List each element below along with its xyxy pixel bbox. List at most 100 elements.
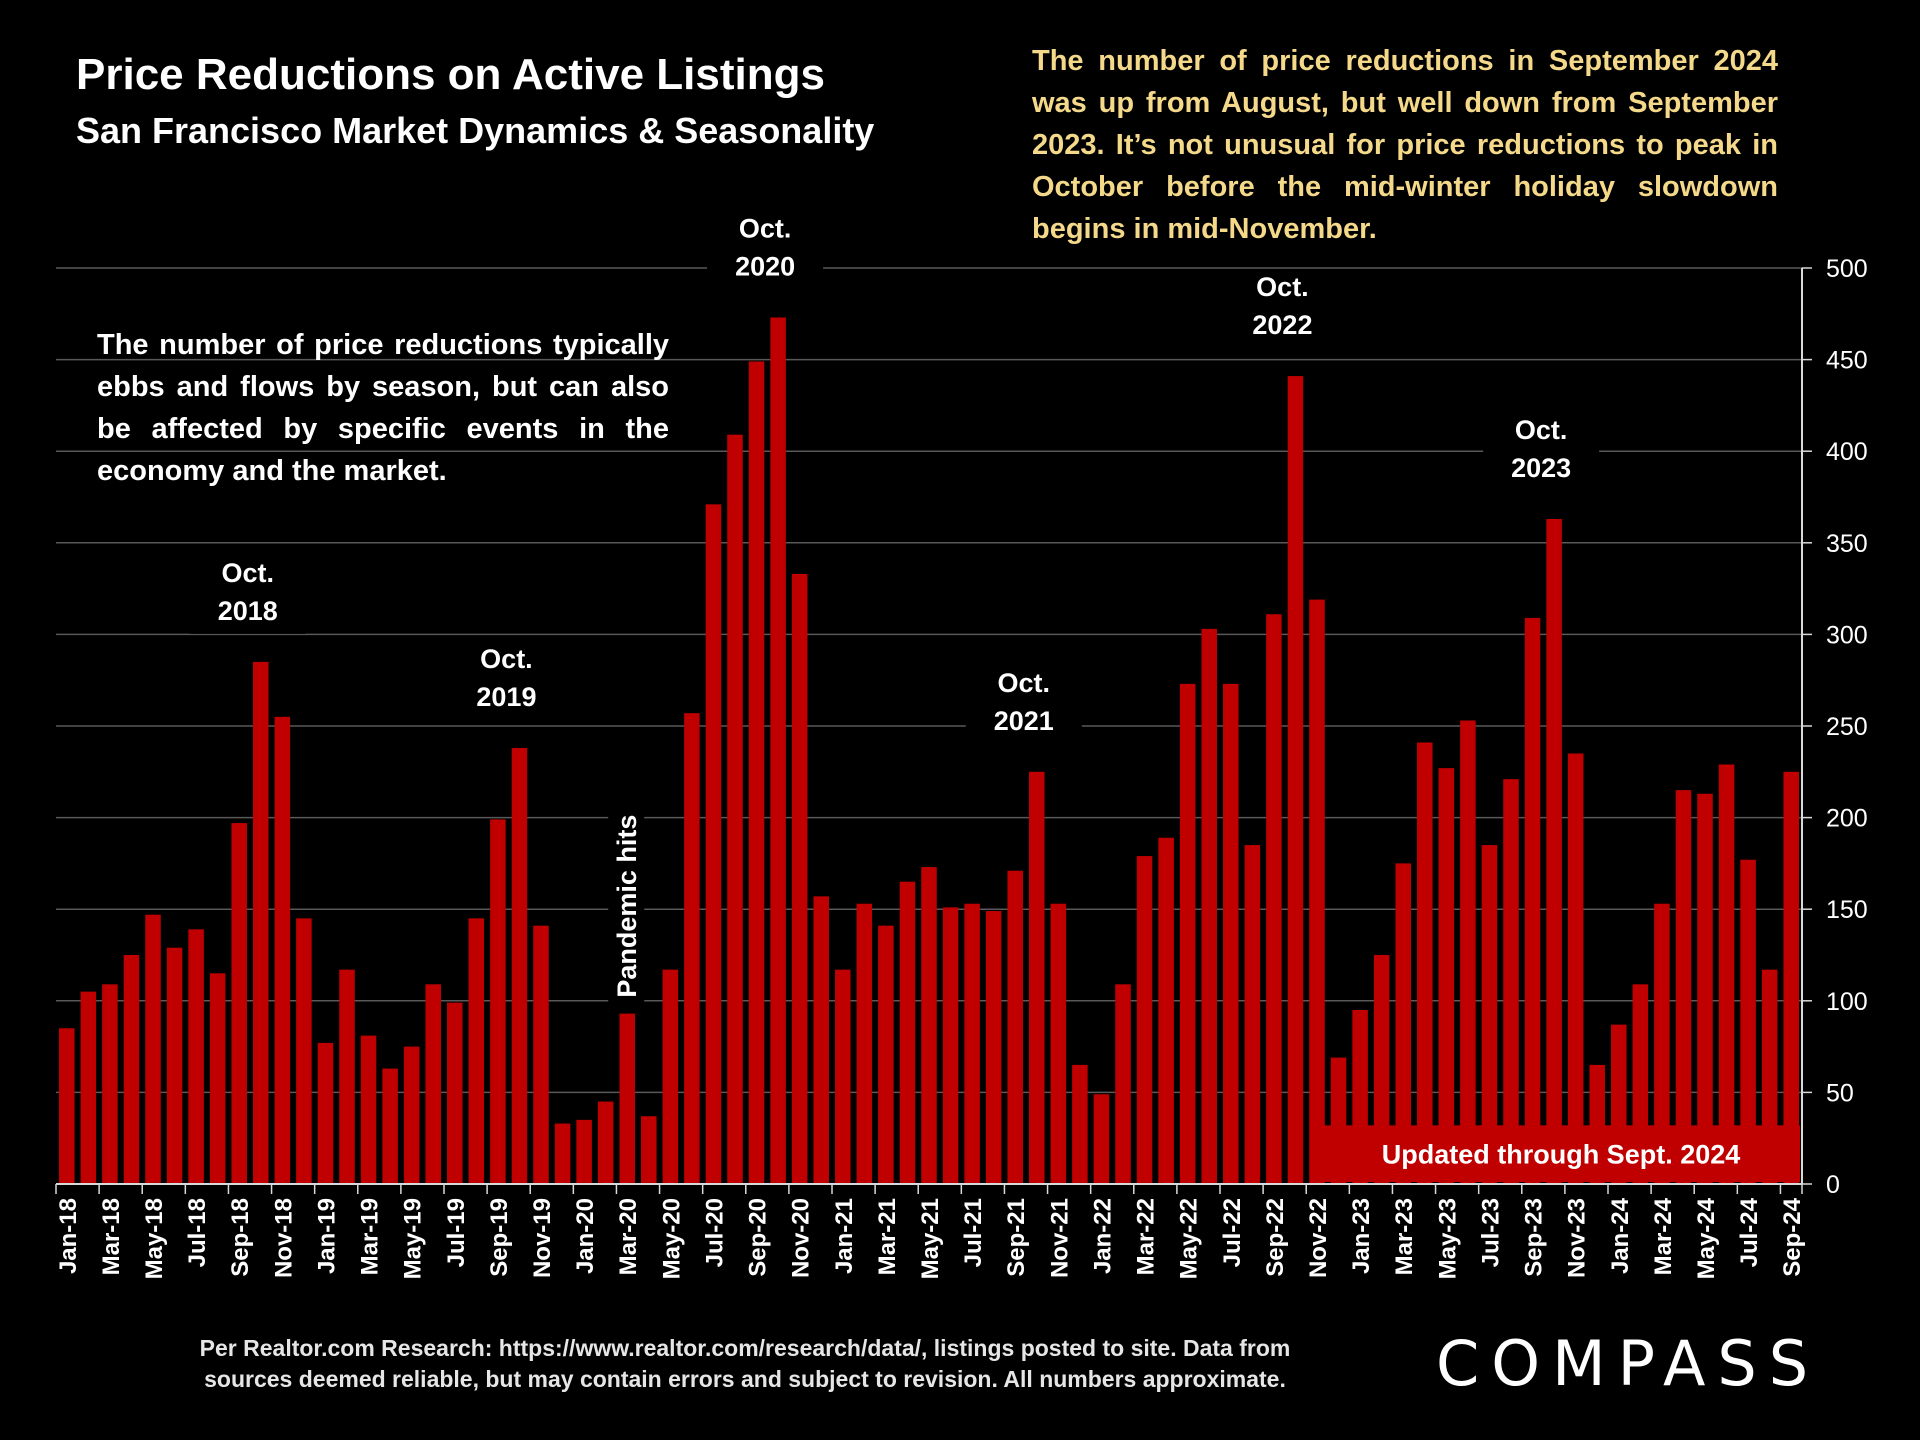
x-tick-label: Jul-23 [1477,1198,1504,1267]
x-tick-label: Jan-22 [1089,1198,1116,1274]
x-tick-label: May-20 [658,1198,685,1279]
bar-Apr-19 [382,1068,398,1184]
x-tick-label: Jul-22 [1219,1198,1246,1267]
x-tick-label: Jul-24 [1736,1197,1763,1267]
bar-Oct-22 [1287,376,1304,1184]
bar-Jul-24 [1740,859,1756,1184]
x-tick-label: May-22 [1176,1198,1203,1279]
chart-subtitle: San Francisco Market Dynamics & Seasonal… [76,110,875,151]
bar-Jun-23 [1460,720,1476,1184]
bar-Jan-20 [576,1119,592,1184]
bar-Dec-20 [813,896,829,1184]
bar-Feb-20 [597,1101,614,1184]
annotation-year-label: 2018 [218,596,278,626]
y-tick-label: 200 [1826,805,1868,833]
bar-Jul-18 [188,929,204,1184]
annotation-backing [1483,414,1600,491]
bar-Feb-18 [80,991,97,1184]
x-tick-label: Nov-23 [1564,1198,1591,1278]
y-tick-label: 250 [1826,713,1868,741]
x-tick-label: Nov-18 [270,1198,297,1278]
annotation-year-label: 2023 [1511,453,1571,483]
x-tick-label: May-19 [400,1198,427,1279]
pandemic-label: Pandemic hits [612,815,642,998]
y-tick-label: 0 [1826,1171,1840,1199]
bar-Aug-18 [209,973,226,1184]
bar-Nov-23 [1567,753,1584,1184]
x-tick-label: Jan-21 [831,1198,858,1274]
y-tick-label: 50 [1826,1079,1854,1107]
bar-Jul-20 [705,504,722,1184]
x-tick-label: Jan-18 [55,1198,82,1274]
bar-Jun-18 [166,947,183,1184]
bar-Nov-21 [1050,903,1067,1184]
bar-Mar-21 [878,925,894,1184]
x-tick-label: Sep-21 [1003,1198,1030,1277]
annotation-year-label: 2019 [476,682,536,712]
bar-Sep-21 [1007,870,1023,1184]
x-tick-label: Sep-22 [1262,1198,1289,1277]
bar-Jun-20 [684,713,700,1184]
y-tick-label: 500 [1826,255,1868,283]
x-tick-label: Mar-21 [874,1198,901,1275]
bar-Dec-21 [1072,1064,1088,1184]
bar-Aug-20 [727,434,743,1184]
bar-Jan-21 [835,969,851,1184]
x-tick-label: Jan-19 [313,1198,340,1274]
y-tick-label: 150 [1826,896,1868,924]
compass-logo: COMPASS [1436,1327,1821,1400]
x-tick-label: Sep-18 [227,1198,254,1277]
bar-Jun-21 [942,907,959,1184]
bar-Oct-20 [770,317,786,1184]
x-tick-label: Jan-23 [1348,1198,1375,1274]
annotation-month-label: Oct. [222,558,275,588]
bar-Oct-23 [1546,518,1562,1184]
bar-May-23 [1438,768,1455,1184]
annotations: Oct. 2018 Oct. 2019 Oct. 2020 Oct. 2021 Oct. 2022… [189,213,1800,1182]
update-banner [1322,1125,1800,1182]
bar-Sep-20 [748,361,765,1184]
bar-Jun-19 [425,984,441,1184]
annotation-year-label: 2020 [735,251,795,281]
annotation-month-label: Oct. [480,644,533,674]
annotation-month-label: Oct. [998,668,1051,698]
annotation-backing [448,643,565,720]
annotation-month-label: Oct. [739,213,792,243]
bar-Apr-22 [1158,837,1174,1184]
bar-Sep-23 [1524,617,1541,1184]
x-tick-label: Nov-19 [529,1198,556,1278]
x-tick-label: Jul-19 [443,1198,470,1267]
source-footnote: Per Realtor.com Research: https://www.re… [130,1333,1360,1395]
x-tick-label: Jul-21 [960,1198,987,1267]
update-banner-text: Updated through Sept. 2024 [1382,1140,1741,1170]
x-tick-label: Mar-20 [615,1198,642,1275]
bar-Feb-22 [1115,984,1131,1184]
bar-Jun-24 [1718,764,1735,1184]
annotation-year-label: 2021 [994,706,1054,736]
x-tick-label: Mar-19 [357,1198,384,1275]
x-tick-label: Jul-20 [701,1198,728,1267]
bar-Jul-21 [964,903,980,1184]
bar-Jan-18 [59,1028,75,1184]
annotation-backing [707,213,824,290]
bar-Feb-19 [339,969,355,1184]
bar-Nov-18 [274,716,291,1184]
annotation-backing [189,557,306,634]
bar-Jan-19 [317,1042,334,1184]
commentary-left: The number of price reductions typically… [97,329,669,487]
bar-Jul-23 [1481,845,1498,1184]
x-tick-label: Jan-24 [1607,1197,1634,1274]
bar-May-20 [662,969,679,1184]
bar-May-24 [1697,793,1713,1184]
bar-Oct-18 [253,661,269,1184]
x-tick-label: Sep-20 [745,1198,772,1277]
bar-Aug-19 [468,918,485,1184]
chart-title: Price Reductions on Active Listings [76,50,825,99]
bar-Nov-20 [791,573,808,1184]
bar-Mar-19 [360,1035,377,1184]
x-tick-label: Sep-19 [486,1198,513,1277]
bar-Mar-20 [619,1013,635,1184]
bar-Sep-22 [1266,614,1282,1184]
x-tick-label: May-21 [917,1198,944,1279]
bar-Mar-22 [1136,856,1153,1184]
